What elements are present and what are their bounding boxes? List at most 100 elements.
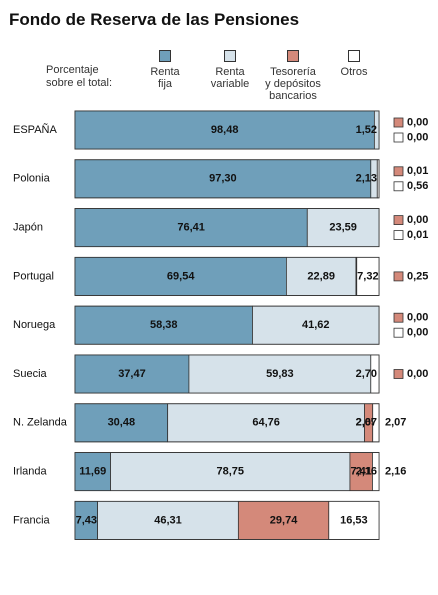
value-swatch (393, 117, 404, 128)
legend-label-line: variable (210, 78, 250, 90)
legend-label-line: Renta (215, 66, 245, 78)
bar-segment (188, 354, 372, 394)
value-swatch (393, 181, 404, 192)
bar-segment (237, 500, 330, 540)
category-label: Portugal (13, 270, 54, 282)
data-label: 2,16 (356, 466, 377, 478)
value-swatch (393, 215, 404, 226)
bar-segment (74, 403, 169, 443)
bar-segment (74, 305, 253, 345)
bar-segment (370, 354, 380, 394)
legend-swatch-renta-variable (224, 50, 236, 62)
bar-segment (110, 452, 351, 492)
data-label: 1,52 (356, 124, 377, 136)
category-label: ESPAÑA (13, 123, 57, 136)
side-value-label: 0,01 (407, 165, 428, 177)
data-label: 7,32 (357, 270, 378, 282)
bar-segment (74, 354, 190, 394)
side-value-label: 0,56 (407, 180, 428, 192)
legend-item-renta-variable: Renta variable (190, 50, 270, 90)
data-label: 97,30 (209, 173, 237, 185)
bar-segment (306, 208, 380, 248)
data-label: 59,83 (266, 368, 294, 380)
bar-segment (74, 208, 308, 248)
data-label: 58,38 (150, 319, 178, 331)
value-swatch (393, 230, 404, 241)
data-label: 41,62 (302, 319, 330, 331)
side-value-label: 0,01 (407, 229, 428, 241)
bar-segment (167, 403, 365, 443)
category-label: Noruega (13, 319, 56, 331)
bar-segment (74, 159, 372, 199)
bar-segment (252, 305, 380, 345)
value-swatch (393, 132, 404, 143)
legend-swatch-otros (348, 50, 360, 62)
legend-label-line: bancarios (269, 90, 317, 102)
value-swatch (393, 166, 404, 177)
side-value-label: 0,00 (407, 131, 428, 143)
data-label: 29,74 (270, 514, 298, 526)
bar-segment (328, 500, 380, 540)
category-label: Japón (13, 222, 43, 234)
legend-note-line: sobre el total: (46, 77, 113, 89)
bar-segment (376, 159, 380, 199)
category-label: Francia (13, 514, 51, 526)
legend-item-renta-fija: Renta fija (125, 50, 205, 90)
bar-segment (74, 110, 375, 150)
value-swatch (393, 271, 404, 282)
bar-segment (97, 500, 239, 540)
data-label: 78,75 (216, 466, 244, 478)
category-label: Suecia (13, 368, 48, 380)
data-label: 2,13 (356, 173, 377, 185)
data-label: 30,48 (108, 417, 136, 429)
legend-item-otros: Otros (314, 50, 394, 78)
bar-segment (286, 256, 357, 296)
data-label: 16,53 (340, 514, 368, 526)
outside-value-label: 2,07 (385, 417, 406, 429)
data-label: 64,76 (252, 417, 280, 429)
legend-item-tesoreria: Tesorería y depósitos bancarios (253, 50, 333, 102)
data-label: 2,69 (356, 417, 377, 429)
data-label: 46,31 (154, 514, 182, 526)
legend-note-line: Porcentaje (46, 64, 99, 76)
data-label: 37,47 (118, 368, 146, 380)
data-label: 2,07 (356, 417, 377, 429)
data-label: 23,59 (329, 222, 357, 234)
data-label: 76,41 (177, 222, 205, 234)
bar-segment (372, 403, 380, 443)
legend-label-line: Tesorería (270, 66, 316, 78)
value-swatch (393, 312, 404, 323)
chart-title: Fondo de Reserva de las Pensiones (9, 10, 300, 29)
data-label: 69,54 (167, 270, 195, 282)
bar-segment (356, 256, 380, 296)
category-label: Irlanda (13, 466, 48, 478)
legend-label-line: fija (157, 78, 173, 90)
legend-swatch-tesoreria (287, 50, 299, 62)
bar-segment (74, 452, 111, 492)
data-label: 22,89 (307, 270, 335, 282)
side-value-label: 0,00 (407, 327, 428, 339)
bar-segment (372, 452, 380, 492)
data-label: 7,43 (76, 514, 97, 526)
side-value-label: 0,00 (407, 312, 428, 324)
data-label: 2,70 (356, 368, 377, 380)
category-label: Polonia (13, 173, 51, 185)
legend-label-line: Renta (150, 66, 180, 78)
legend-note: Porcentaje sobre el total: (46, 64, 112, 90)
data-label: 7,41 (350, 466, 371, 478)
side-value-label: 0,00 (407, 116, 428, 128)
legend-label-line: Otros (340, 66, 368, 78)
bar-segment (74, 256, 287, 296)
bar-segment (373, 110, 380, 150)
outside-value-label: 2,16 (385, 466, 406, 478)
data-label: 98,48 (211, 124, 239, 136)
legend-swatch-renta-fija (159, 50, 171, 62)
data-label: 11,69 (79, 466, 106, 478)
value-swatch (393, 327, 404, 338)
side-value-label: 0,00 (407, 214, 428, 226)
side-value-label: 0,00 (407, 368, 428, 380)
side-value-label: 0,25 (407, 270, 428, 282)
legend-label-line: y depósitos (265, 78, 321, 90)
category-label: N. Zelanda (13, 417, 68, 429)
